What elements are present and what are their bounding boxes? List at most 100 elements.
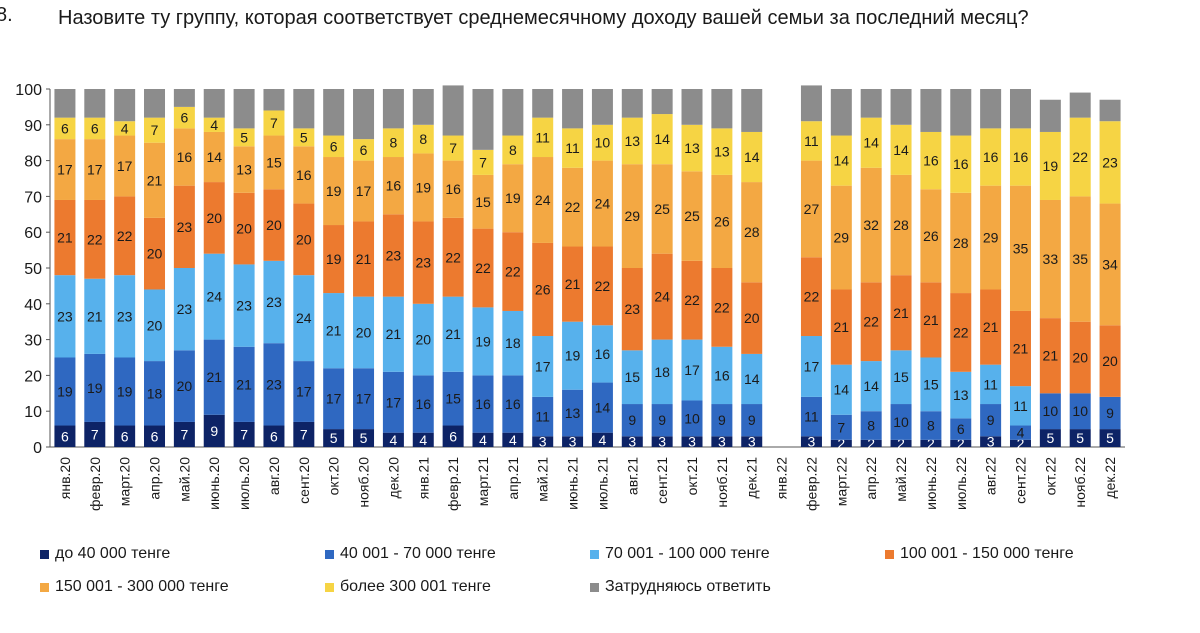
data-label: 13 (684, 140, 700, 156)
bar-segment (651, 89, 673, 115)
bar-segment (382, 296, 404, 372)
question-number: 8. (0, 4, 13, 26)
bar-segment (651, 114, 673, 165)
bar-segment (382, 432, 404, 447)
bar-segment (502, 232, 524, 311)
bar-segment (860, 282, 882, 362)
bar-segment (114, 121, 136, 136)
bar-segment (412, 432, 434, 447)
bar-segment (830, 89, 852, 136)
legend-label: до 40 000 тенге (55, 545, 171, 562)
bar-segment (741, 89, 763, 132)
data-label: 15 (266, 154, 282, 170)
data-label: 3 (539, 434, 547, 450)
data-label: 22 (565, 199, 581, 215)
data-label: 11 (535, 129, 550, 145)
bar-segment (890, 404, 912, 440)
bar-segment (502, 310, 524, 376)
bar-segment (532, 117, 554, 158)
bar-segment (800, 121, 822, 161)
data-label: 7 (449, 140, 457, 156)
data-label: 6 (61, 120, 69, 136)
data-label: 14 (744, 371, 760, 387)
x-tick-label: апр.20 (147, 457, 163, 500)
data-label: 16 (475, 396, 491, 412)
bar-segment (1099, 429, 1121, 447)
data-label: 23 (57, 308, 73, 324)
bar-segment (532, 157, 554, 243)
bar-segment (233, 421, 255, 447)
bar-segment (980, 364, 1002, 405)
bar-segment (382, 89, 404, 129)
data-label: 21 (386, 326, 402, 342)
bar-segment (323, 293, 345, 369)
bar-segment (800, 257, 822, 337)
bar-segment (382, 128, 404, 158)
bar-segment (950, 439, 972, 447)
data-label: 10 (684, 410, 700, 426)
bar-segment (502, 89, 524, 136)
x-tick-label: июнь.20 (206, 457, 222, 510)
bar-segment (1069, 117, 1091, 197)
bar-segment (54, 275, 76, 358)
data-label: 14 (834, 153, 850, 169)
legend-swatch (325, 549, 334, 559)
data-label: 6 (330, 138, 338, 154)
data-label: 21 (57, 230, 73, 246)
bar-segment (1099, 325, 1121, 397)
bar-segment (830, 439, 852, 447)
bar-segment (920, 89, 942, 132)
y-tick-label: 0 (33, 440, 42, 457)
data-label: 13 (565, 405, 581, 421)
data-label: 19 (475, 333, 491, 349)
bar-segment (203, 131, 225, 183)
bar-segment (293, 128, 315, 147)
data-label: 21 (236, 376, 252, 392)
bar-segment (920, 189, 942, 283)
data-label: 15 (475, 194, 491, 210)
data-label: 22 (1072, 149, 1088, 165)
bar-segment (860, 439, 882, 447)
data-label: 7 (240, 426, 248, 442)
data-label: 17 (296, 384, 312, 400)
bar-segment (1009, 128, 1031, 186)
x-tick-label: июнь.21 (565, 457, 581, 510)
legend-item: 70 001 - 100 000 тенге (590, 545, 770, 563)
bar-segment (532, 436, 554, 447)
data-label: 6 (449, 428, 457, 444)
data-label: 22 (863, 314, 879, 330)
data-label: 15 (923, 376, 939, 392)
data-label: 20 (296, 231, 312, 247)
data-label: 24 (535, 192, 551, 208)
data-label: 16 (296, 167, 312, 183)
bar-segment (203, 253, 225, 340)
data-label: 17 (117, 158, 133, 174)
bar-segment (54, 357, 76, 426)
bar-segment (800, 160, 822, 258)
bar-segment (293, 361, 315, 422)
bar-segment (144, 142, 166, 218)
x-tick-label: июнь.22 (923, 457, 939, 510)
bar-segment (711, 436, 733, 447)
data-label: 24 (296, 310, 312, 326)
bar-segment (54, 117, 76, 140)
data-label: 13 (714, 144, 730, 160)
bar-segment (472, 307, 494, 376)
bar-segment (741, 404, 763, 437)
data-label: 35 (1013, 240, 1029, 256)
bar-segment (860, 167, 882, 283)
data-label: 28 (953, 235, 969, 251)
bar-segment (382, 214, 404, 297)
data-label: 17 (356, 391, 372, 407)
bar-segment (353, 160, 375, 222)
data-label: 19 (415, 179, 431, 195)
bar-segment (562, 89, 584, 129)
data-label: 3 (987, 434, 995, 450)
bar-segment (800, 436, 822, 447)
data-label: 15 (893, 369, 909, 385)
bar-segment (681, 339, 703, 401)
bar-segment (54, 89, 76, 118)
bar-segment (173, 421, 195, 447)
data-label: 29 (625, 208, 641, 224)
